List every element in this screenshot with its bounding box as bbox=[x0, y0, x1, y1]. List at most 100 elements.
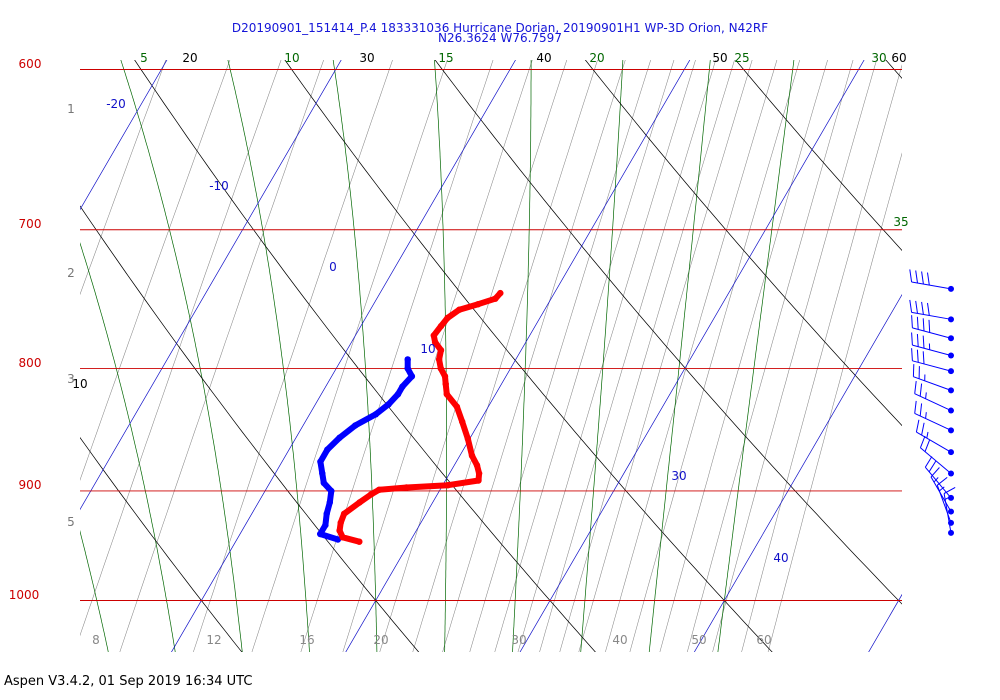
mixing-ratio-label: 20 bbox=[373, 633, 388, 647]
wind-barb bbox=[909, 299, 954, 323]
wind-barb-half bbox=[939, 486, 945, 492]
temperature-trace-point bbox=[437, 322, 445, 330]
mixing-ratio-line bbox=[517, 60, 696, 652]
wind-barb-staff bbox=[943, 493, 952, 533]
mixing-ratio-line bbox=[539, 60, 716, 652]
mixing-ratio-line bbox=[741, 64, 902, 652]
temperature-trace bbox=[336, 290, 504, 545]
wind-barb-flag bbox=[943, 486, 956, 494]
wind-barb-staff bbox=[924, 466, 952, 499]
mixing-ratio-line bbox=[251, 60, 448, 652]
moist-adiabat bbox=[80, 529, 109, 652]
dewpoint-trace-point bbox=[317, 458, 324, 465]
temperature-trace-point bbox=[340, 510, 348, 517]
wind-barb-flag bbox=[911, 315, 913, 328]
mixing-ratio-line bbox=[80, 60, 231, 481]
moist-adiabat-label: 15 bbox=[438, 51, 453, 65]
dry-adiabat bbox=[434, 60, 902, 605]
wind-barb bbox=[911, 348, 954, 375]
mixing-ratio-label: 30 bbox=[511, 633, 526, 647]
moist-adiabat-label: 25 bbox=[734, 51, 749, 65]
dewpoint-trace-point bbox=[320, 479, 327, 487]
chart-subtitle: N26.3624 W76.7597 bbox=[438, 31, 562, 45]
dewpoint-trace-point bbox=[322, 521, 329, 529]
footer-version: Aspen V3.4.2, 01 Sep 2019 16:34 UTC bbox=[4, 674, 253, 689]
wind-barb-flag bbox=[930, 467, 940, 478]
pressure-label: 1000 bbox=[9, 588, 40, 602]
moist-adiabat-label: 30 bbox=[871, 51, 886, 65]
wind-barb-flag bbox=[915, 419, 920, 433]
dry-adiabat bbox=[284, 60, 773, 652]
pressure-label: 700 bbox=[19, 217, 42, 231]
temperature-trace-point bbox=[367, 491, 375, 498]
temperature-trace-point bbox=[441, 373, 449, 380]
dewpoint-trace-point bbox=[324, 446, 331, 453]
wind-barb bbox=[912, 364, 954, 394]
isotherm-label: 0 bbox=[329, 260, 337, 274]
isotherm-label: 40 bbox=[773, 551, 788, 565]
wind-barb-half bbox=[926, 431, 929, 439]
dewpoint-trace-point bbox=[319, 470, 326, 477]
temperature-trace-point bbox=[375, 486, 383, 493]
temperature-trace-point bbox=[403, 484, 410, 491]
isotherm-label: 30 bbox=[671, 469, 686, 483]
wind-barb-flag bbox=[916, 316, 919, 330]
dry-adiabat bbox=[842, 0, 1000, 700]
moist-adiabat bbox=[80, 242, 176, 652]
dry-adiabat-label: 10 bbox=[72, 377, 87, 391]
dewpoint-trace bbox=[317, 356, 415, 543]
mixing-ratio-line bbox=[687, 60, 854, 652]
mixing-ratio-label: 40 bbox=[612, 633, 627, 647]
dewpoint-trace-point bbox=[328, 487, 335, 495]
dewpoint-trace-point bbox=[323, 510, 330, 517]
temperature-trace-point bbox=[475, 470, 483, 477]
wind-barb-staff bbox=[911, 311, 952, 320]
wind-barb-flag bbox=[921, 301, 924, 315]
wind-barb-flag bbox=[909, 269, 913, 283]
wind-barb-flag bbox=[919, 435, 926, 448]
dewpoint-trace-point bbox=[352, 422, 359, 429]
isotherm bbox=[345, 60, 691, 652]
dewpoint-trace-point bbox=[385, 401, 392, 408]
mixing-ratio-line bbox=[712, 60, 877, 652]
height-label: 1 bbox=[67, 102, 75, 116]
wind-barb-staff bbox=[912, 327, 952, 339]
temperature-trace-point bbox=[475, 477, 482, 484]
mixing-ratio-label: 8 bbox=[92, 633, 100, 647]
wind-barb-flag bbox=[916, 349, 919, 363]
isotherm bbox=[80, 60, 168, 211]
temperature-trace-point bbox=[492, 295, 499, 302]
temperature-trace-point bbox=[444, 482, 452, 489]
moist-adiabat bbox=[332, 60, 378, 652]
dry-adiabat bbox=[885, 60, 902, 79]
temperature-trace-point bbox=[474, 301, 482, 308]
dewpoint-trace-point bbox=[399, 383, 406, 390]
wind-barb-flag bbox=[927, 272, 930, 286]
temperature-trace-point bbox=[337, 519, 344, 526]
height-label: 5 bbox=[67, 515, 75, 529]
wind-barb bbox=[909, 269, 954, 292]
moist-adiabat bbox=[227, 60, 310, 652]
wind-barb-flag bbox=[916, 333, 919, 347]
dewpoint-trace-point bbox=[408, 373, 416, 380]
temperature-trace-point bbox=[430, 332, 437, 339]
isotherm bbox=[868, 593, 902, 652]
height-label: 3 bbox=[67, 372, 75, 386]
temperature-trace-point bbox=[497, 289, 504, 297]
wind-barb bbox=[924, 456, 954, 501]
mixing-ratio-line bbox=[469, 60, 651, 652]
wind-barb-staff bbox=[916, 431, 952, 453]
moist-adiabat-label: 20 bbox=[589, 51, 604, 65]
dewpoint-trace-point bbox=[336, 434, 343, 441]
wind-barb bbox=[911, 315, 954, 342]
dry-adiabat-label: 30 bbox=[359, 51, 374, 65]
wind-barb-flag bbox=[924, 439, 931, 452]
temperature-trace-point bbox=[468, 452, 476, 459]
mixing-ratio-line bbox=[412, 60, 598, 652]
moist-adiabat bbox=[648, 60, 711, 652]
wind-barb-staff bbox=[912, 344, 952, 356]
dry-adiabat bbox=[735, 60, 902, 251]
